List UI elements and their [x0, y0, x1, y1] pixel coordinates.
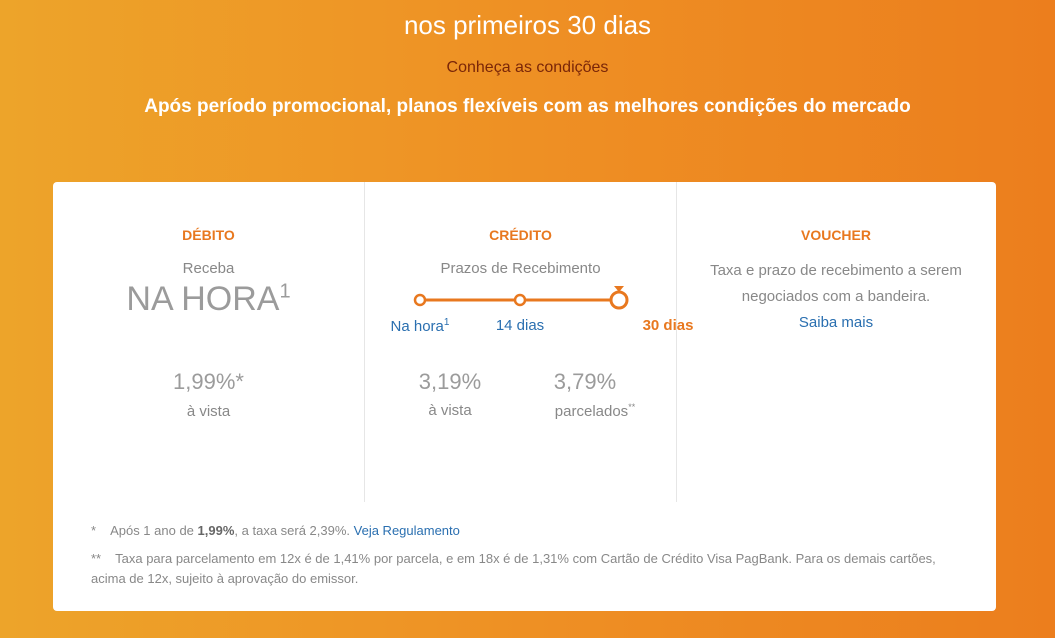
pricing-card: DÉBITO Receba NA HORA1 1,99%* à vista CR… [53, 182, 996, 611]
debit-receive-value: NA HORA1 [126, 280, 291, 318]
timeline-label-30-dias[interactable]: 30 dias [642, 317, 694, 334]
footnote-2-text: Taxa para parcelamento em 12x é de 1,41%… [91, 551, 936, 586]
voucher-more-link[interactable]: Saiba mais [798, 314, 874, 331]
credit-rate-cash-label: à vista [428, 402, 472, 419]
voucher-description: Taxa e prazo de recebimento a serem nego… [676, 258, 996, 336]
credit-rate-installments: 3,79% [553, 369, 617, 394]
footnote-2: ** Taxa para parcelamento em 12x é de 1,4… [91, 549, 971, 589]
credit-rate-cash: 3,19% [418, 369, 482, 394]
hero-title: nos primeiros 30 dias [403, 10, 652, 40]
timeline-point-30-dias[interactable] [609, 290, 629, 310]
credit-title: CRÉDITO [489, 227, 552, 243]
footnote-1-post: , a taxa será 2,39%. [234, 523, 354, 538]
footnote-1-text: Após 1 ano de [110, 523, 198, 538]
receipt-timeline [413, 286, 629, 310]
selected-marker-icon [614, 286, 624, 292]
hero-subtitle: Após período promocional, planos flexíve… [144, 96, 911, 117]
footnote-1-marker: * [91, 523, 97, 538]
voucher-text: Taxa e prazo de recebimento a serem nego… [710, 262, 962, 305]
timeline-point-14-dias[interactable] [513, 293, 527, 307]
timeline-point-na-hora[interactable] [413, 293, 427, 307]
debit-rate-label: à vista [186, 403, 231, 420]
debit-title: DÉBITO [182, 227, 235, 243]
regulation-link[interactable]: Veja Regulamento [353, 523, 460, 538]
voucher-column: VOUCHER Taxa e prazo de recebimento a se… [676, 182, 996, 502]
debit-receive-label: Receba [182, 260, 235, 277]
credit-terms-label: Prazos de Recebimento [440, 260, 601, 277]
timeline-label-14-dias[interactable]: 14 dias [495, 317, 545, 334]
conditions-link[interactable]: Conheça as condições [446, 59, 609, 76]
footnote-1: * Após 1 ano de 1,99%, a taxa será 2,39%.… [91, 523, 460, 538]
footnote-1-bold: 1,99% [197, 523, 235, 538]
debit-column: DÉBITO Receba NA HORA1 1,99%* à vista [53, 182, 364, 502]
footnote-2-marker: ** [91, 551, 102, 566]
voucher-title: VOUCHER [800, 227, 871, 243]
credit-column: CRÉDITO Prazos de Recebimento Na hora1 1… [364, 182, 693, 502]
timeline-label-na-hora[interactable]: Na hora1 [390, 317, 450, 335]
debit-rate: 1,99%* [173, 369, 244, 394]
credit-rate-installments-label: parcelados** [554, 402, 636, 420]
